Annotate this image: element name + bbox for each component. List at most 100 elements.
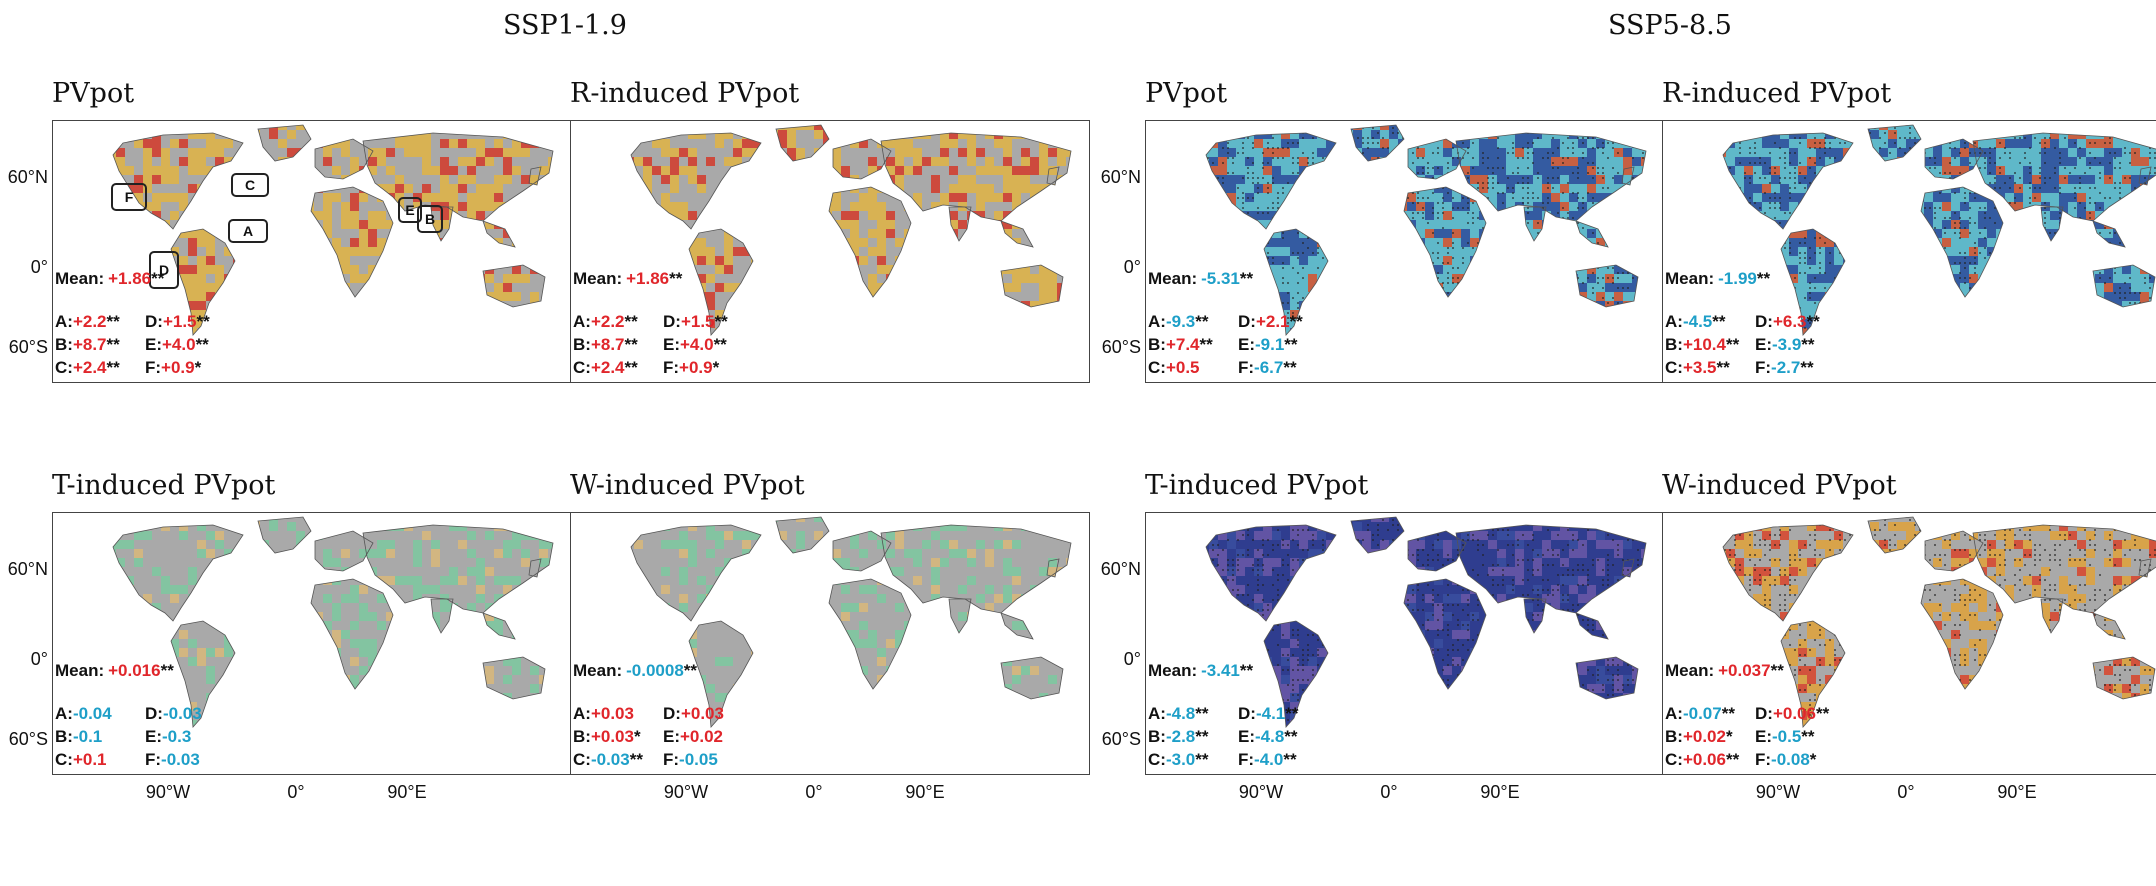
world-map: Mean: -5.31** A:-9.3** D:+2.1** B:+7.4** E:-9… <box>1145 120 1665 383</box>
region-significance: ** <box>1284 335 1298 354</box>
map-canvas <box>630 516 1072 728</box>
latitude-label: 0° <box>1123 257 1141 277</box>
continent-outline-asia <box>880 132 1072 222</box>
region-stat: A:-4.5** <box>1665 312 1755 332</box>
region-stat: A:-4.8** <box>1148 704 1238 724</box>
panel-title: T-induced PVpot <box>1145 470 1369 501</box>
region-label: B: <box>1148 335 1166 354</box>
region-stats-row: B:+7.4** E:-9.1** <box>1148 335 1298 355</box>
region-stat: D:-4.1** <box>1238 704 1298 724</box>
mean-significance: ** <box>1770 661 1784 680</box>
region-stat: A:-0.04 <box>55 704 145 724</box>
region-label: F: <box>1755 750 1772 769</box>
stats-overlay: Mean: +1.86** A:+2.2** D:+1.5** B:+8.7** E:+4… <box>53 121 571 382</box>
continent-outline-india <box>1523 206 1547 242</box>
region-box-e: E <box>398 197 422 223</box>
continent-outline-africa <box>310 186 394 298</box>
region-label: B: <box>1148 727 1166 746</box>
continent-outline-namerica <box>1205 132 1337 230</box>
longitude-label: 90°E <box>1480 782 1520 802</box>
region-stats-row: B:+0.03* E:+0.02 <box>573 727 723 747</box>
region-value: -4.8 <box>1255 727 1285 746</box>
region-value: -0.08 <box>1771 750 1810 769</box>
continent-outline-australia <box>1575 656 1639 700</box>
mean-label: Mean: <box>1148 269 1198 288</box>
region-value: -2.8 <box>1165 727 1196 746</box>
region-significance: ** <box>1801 335 1815 354</box>
continent-outline-samerica <box>1780 620 1846 728</box>
region-label: D: <box>145 312 163 331</box>
region-stat: F:-6.7** <box>1238 358 1297 378</box>
region-box-c: C <box>231 173 269 197</box>
region-stats-row: A:-9.3** D:+2.1** <box>1148 312 1303 332</box>
region-stat: C:+2.4** <box>55 358 145 378</box>
world-map: Mean: +0.016** A:-0.04 D:-0.03 B:-0.1 E:-0.3 C… <box>52 512 572 775</box>
scenario-title-ssp119: SSP1-1.9 <box>503 10 627 41</box>
continent-outline-namerica <box>630 524 762 622</box>
region-value: +0.06 <box>1682 750 1726 769</box>
latitude-label: 60°S <box>8 729 48 749</box>
map-panel-p1: PVpot A B C D E F Mean: +1.86** A:+2.2** D:+1.5** B… <box>52 78 572 383</box>
continent-outline-seasia <box>482 612 516 640</box>
region-stat: C:+2.4** <box>573 358 663 378</box>
map-panel-p7: T-induced PVpot Mean: -3.41** A:-4.8** D:-4.… <box>1145 470 1665 775</box>
region-stats-row: B:+8.7** E:+4.0** <box>573 335 727 355</box>
mean-stat: Mean: +0.037** <box>1665 661 1784 681</box>
region-value: +6.3 <box>1772 312 1807 331</box>
continent-outline-namerica <box>1205 524 1337 622</box>
region-stat: D:+1.5** <box>145 312 210 332</box>
region-value: +0.9 <box>161 358 195 377</box>
region-label: F: <box>1238 750 1255 769</box>
mean-stat: Mean: -5.31** <box>1148 269 1253 289</box>
region-stat: E:+4.0** <box>145 335 209 355</box>
continent-outline-samerica <box>1263 620 1329 728</box>
map-canvas <box>1205 516 1647 728</box>
stats-overlay: Mean: +0.037** A:-0.07** D:+0.06** B:+0.02* E… <box>1663 513 2156 774</box>
region-significance: ** <box>1725 750 1740 769</box>
region-significance: ** <box>629 750 643 769</box>
region-value: -0.03 <box>161 750 200 769</box>
region-stat: B:-0.1 <box>55 727 145 747</box>
longitude-label: 90°W <box>1238 782 1284 802</box>
region-label: B: <box>55 727 73 746</box>
continent-outline-australia <box>1575 264 1639 308</box>
region-stat: A:-9.3** <box>1148 312 1238 332</box>
region-stat: C:+0.06** <box>1665 750 1755 770</box>
region-label: C: <box>55 750 73 769</box>
region-value: +2.2 <box>590 312 625 331</box>
continent-outline-samerica <box>688 228 754 336</box>
region-label: F: <box>1755 358 1772 377</box>
continent-outline-samerica <box>1263 228 1329 336</box>
region-value: -0.05 <box>679 750 718 769</box>
region-stats-row: B:-2.8** E:-4.8** <box>1148 727 1298 747</box>
region-significance: * <box>712 358 720 377</box>
continent-outline-europe <box>1924 530 1984 572</box>
continent-outline-europe <box>1407 530 1467 572</box>
region-label: D: <box>663 312 681 331</box>
continent-outline-greenland <box>775 516 830 554</box>
region-significance: ** <box>1289 312 1303 331</box>
region-stat: E:-3.9** <box>1755 335 1815 355</box>
region-value: +0.9 <box>679 358 713 377</box>
continent-outline-africa <box>1920 186 2004 298</box>
panel-title: W-induced PVpot <box>570 470 805 501</box>
region-value: +0.5 <box>1165 358 1200 377</box>
panel-title: W-induced PVpot <box>1662 470 1897 501</box>
region-significance: ** <box>1815 704 1830 723</box>
region-stats-row: A:+0.03 D:+0.03 <box>573 704 724 724</box>
continent-outline-seasia <box>1575 220 1609 248</box>
mean-label: Mean: <box>55 661 105 680</box>
region-significance: ** <box>1285 704 1299 723</box>
continent-outline-namerica <box>112 132 244 230</box>
region-stat: D:-0.03 <box>145 704 202 724</box>
region-significance: ** <box>1800 358 1814 377</box>
region-value: -0.04 <box>72 704 112 723</box>
region-label: B: <box>573 335 591 354</box>
region-label: A: <box>573 704 591 723</box>
region-stat: F:-2.7** <box>1755 358 1814 378</box>
region-stat: D:+1.5** <box>663 312 728 332</box>
mean-value: +0.016 <box>108 661 161 680</box>
mean-stat: Mean: -3.41** <box>1148 661 1253 681</box>
region-stats-row: C:+3.5** F:-2.7** <box>1665 358 1814 378</box>
continent-outline-japan <box>528 558 542 578</box>
